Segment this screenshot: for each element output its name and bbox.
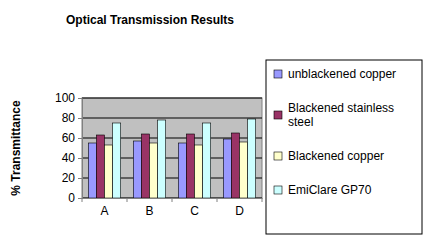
x-tick: C — [190, 198, 199, 218]
legend-swatch — [274, 152, 282, 160]
x-tick-label: B — [145, 204, 153, 218]
x-separator — [82, 198, 83, 202]
y-axis: 0 20 40 60 80 100 — [55, 91, 83, 205]
bar — [141, 134, 149, 198]
legend-item: Blackened stainlesssteel — [274, 101, 394, 129]
y-axis-line — [82, 99, 83, 199]
legend: unblackened copper Blackened stainlessste… — [266, 60, 422, 234]
y-tick: 40 — [62, 151, 82, 165]
legend-box — [266, 60, 422, 234]
legend-item: Blackened copper — [274, 149, 384, 163]
bar — [150, 143, 158, 198]
bar — [178, 143, 186, 198]
bar — [96, 135, 104, 198]
bar — [195, 145, 203, 198]
legend-label: EmiClare GP70 — [288, 183, 372, 197]
y-tick-label: 100 — [55, 91, 75, 105]
bar — [223, 139, 231, 198]
bar — [133, 141, 141, 198]
bar — [186, 134, 194, 198]
grid-line — [82, 98, 262, 99]
legend-label: unblackened copper — [288, 67, 396, 81]
x-tick: D — [235, 198, 244, 218]
y-tick: 0 — [68, 191, 82, 205]
legend-label: Blackened copper — [288, 149, 384, 163]
y-tick-mark — [78, 198, 82, 199]
x-tick: B — [145, 198, 153, 218]
title: Optical Transmission Results — [66, 13, 234, 27]
x-separator — [262, 198, 263, 202]
y-tick-mark — [78, 98, 82, 99]
legend-swatch — [274, 186, 282, 194]
bar — [203, 123, 211, 198]
y-tick-label: 80 — [62, 111, 76, 125]
x-tick-label: D — [235, 204, 244, 218]
x-separator — [217, 198, 218, 202]
y-tick-mark — [78, 118, 82, 119]
bars — [88, 119, 255, 198]
y-tick: 20 — [62, 171, 82, 185]
x-axis: A B C D — [82, 198, 263, 218]
y-tick-label: 40 — [62, 151, 76, 165]
y-tick: 100 — [55, 91, 82, 105]
grid-line — [82, 118, 262, 119]
x-tick: A — [100, 198, 108, 218]
plot-area — [82, 98, 262, 198]
y-tick-label: 60 — [62, 131, 76, 145]
y-axis-title: % Transmittance — [9, 100, 23, 196]
x-separator — [127, 198, 128, 202]
bar — [158, 120, 166, 198]
x-tick-label: A — [100, 204, 108, 218]
bar — [240, 142, 248, 198]
x-separator — [172, 198, 173, 202]
legend-item: EmiClare GP70 — [274, 183, 372, 197]
x-tick-label: C — [190, 204, 199, 218]
chart: Optical Transmission Results 0 20 40 60 80 100… — [0, 0, 438, 239]
y-tick: 60 — [62, 131, 82, 145]
bar — [248, 119, 256, 198]
bar — [231, 133, 239, 198]
y-tick-mark — [78, 158, 82, 159]
y-tick-label: 20 — [62, 171, 76, 185]
y-tick-label: 0 — [68, 191, 75, 205]
y-tick-mark — [78, 138, 82, 139]
y-tick-mark — [78, 178, 82, 179]
grid — [82, 98, 262, 198]
legend-swatch — [274, 111, 282, 119]
legend-item: unblackened copper — [274, 67, 396, 81]
bar — [105, 145, 113, 198]
bar — [88, 143, 96, 198]
y-tick: 80 — [62, 111, 82, 125]
bar — [113, 123, 121, 198]
legend-swatch — [274, 70, 282, 78]
legend-label: Blackened stainlesssteel — [288, 101, 394, 129]
